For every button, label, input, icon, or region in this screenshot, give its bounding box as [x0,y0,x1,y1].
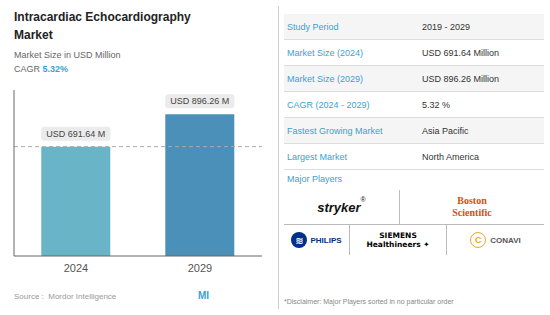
html-text:*Disclaimer: Major Players sor: *Disclaimer: Major Players sorted in no … [284,298,454,305]
html-text:stryker: stryker [317,199,361,215]
html-text:CAGR (2024 - 2029): CAGR (2024 - 2029) [287,99,370,110]
html-text:5.32 %: 5.32 % [422,99,450,110]
html-text:Market Size in USD Million: Market Size in USD Million [14,50,121,60]
html-text:Scientific: Scientific [452,207,492,218]
html-text:Intracardiac Echocardiography: Intracardiac Echocardiography [14,10,191,24]
html-text:Boston: Boston [457,195,487,206]
html-text:North America: North America [422,151,479,162]
html-text:Market Size (2024): Market Size (2024) [287,47,363,58]
html-text:Largest Market: Largest Market [287,151,347,162]
html-text:C: C [475,235,482,245]
html-text:CAGR 5.32%: CAGR 5.32% [14,64,69,74]
svg-text:USD 896.26 M: USD 896.26 M [170,96,229,106]
html-text:Study Period: Study Period [287,21,339,32]
html-text:USD 691.64 Million: USD 691.64 Million [422,47,499,58]
svg-text:2029: 2029 [188,262,212,274]
html-text:Asia Pacific: Asia Pacific [422,125,469,136]
html-text:Source : Mordor Intelligence: Source : Mordor Intelligence [14,292,117,301]
html-text:2019 - 2029: 2019 - 2029 [422,21,470,32]
html-text:USD 896.26 Million: USD 896.26 Million [422,73,499,84]
html-text:PHILIPS: PHILIPS [310,235,342,245]
html-text:SIEMENS: SIEMENS [379,231,417,240]
svg-text:USD 691.64 M: USD 691.64 M [46,129,105,139]
html-text:Healthineers ✦: Healthineers ✦ [366,240,430,249]
html-text:Fastest Growing Market: Fastest Growing Market [287,125,383,136]
html-text:Market Size (2029): Market Size (2029) [287,73,363,84]
html-text:MI: MI [198,290,210,301]
svg-text:2024: 2024 [64,262,88,274]
html-text:CONAVI: CONAVI [490,235,521,245]
html-text:Major Players: Major Players [287,174,342,184]
html-text:Market: Market [14,28,53,42]
